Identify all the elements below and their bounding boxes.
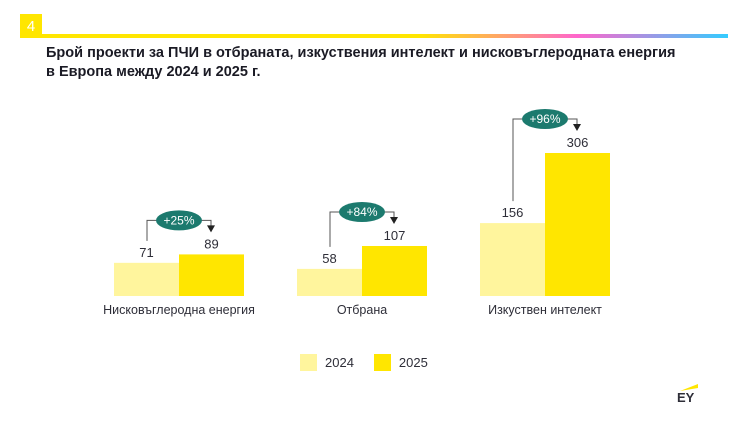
growth-label-1: +25%	[163, 213, 194, 227]
category-label-3: Изкуствен интелект	[488, 303, 602, 317]
chart-title: Брой проекти за ПЧИ в отбраната, изкуств…	[46, 44, 706, 82]
category-label-1: Нисковъглеродна енергия	[103, 303, 255, 317]
growth-arrowhead-1	[207, 225, 215, 233]
ey-logo-beam	[680, 384, 698, 391]
header-gradient-line	[42, 34, 728, 38]
bar-2024-1	[114, 262, 179, 296]
legend-label-2025: 2025	[398, 355, 428, 370]
data-label-2024-3: 156	[502, 205, 524, 220]
page-number: 4	[26, 17, 36, 35]
growth-label-2: +84%	[346, 205, 377, 219]
bar-2024-2	[297, 268, 362, 296]
legend-label-2024: 2024	[325, 355, 354, 370]
legend-swatch-2024	[300, 354, 317, 371]
data-label-2025-2: 107	[384, 228, 406, 243]
data-label-2024-1: 71	[139, 245, 153, 260]
chart-legend: 2024 2025	[300, 354, 448, 371]
data-label-2024-2: 58	[322, 251, 336, 266]
page-number-badge: 4	[20, 14, 42, 38]
bar-2025-3	[545, 153, 610, 296]
legend-item-2025: 2025	[373, 354, 428, 371]
growth-label-3: +96%	[529, 112, 560, 126]
growth-arrowhead-2	[390, 216, 398, 224]
legend-swatch-2025	[373, 354, 391, 371]
ey-logo: EY	[677, 384, 698, 404]
bar-2024-3	[480, 223, 545, 296]
category-label-2: Отбрана	[337, 303, 387, 317]
bar-2025-1	[179, 254, 244, 296]
growth-pill-3	[522, 109, 568, 129]
data-label-2025-3: 306	[567, 135, 589, 150]
growth-arrowhead-3	[573, 124, 581, 131]
chart-title-line-1: Брой проекти за ПЧИ в отбраната, изкуств…	[46, 45, 676, 61]
chart-title-line-2: в Европа между 2024 и 2025 г.	[46, 64, 261, 80]
growth-pill-2	[339, 201, 385, 222]
bar-2025-2	[362, 245, 427, 296]
growth-pill-1	[156, 210, 202, 231]
ey-logo-text: EY	[677, 390, 695, 404]
legend-item-2024: 2024	[300, 354, 354, 371]
data-label-2025-1: 89	[204, 236, 218, 251]
